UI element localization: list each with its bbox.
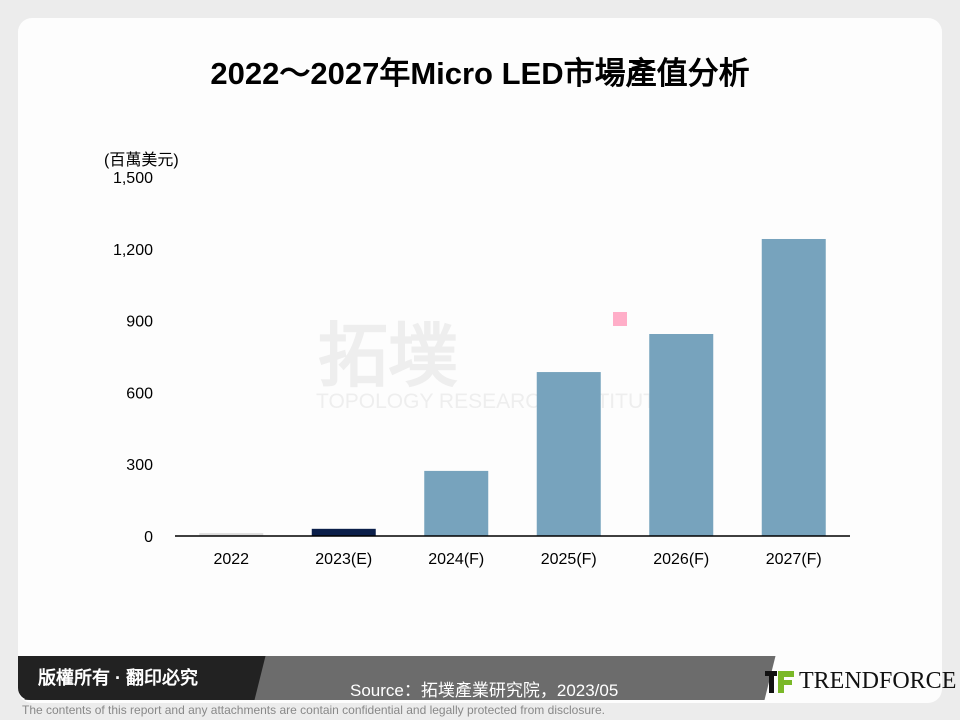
watermark-mark <box>613 312 627 326</box>
y-axis-unit: (百萬美元) <box>104 152 179 169</box>
x-tick-label: 2027(F) <box>766 551 822 568</box>
bar-2025(F) <box>536 372 601 536</box>
watermark-cn: 拓墣 <box>318 317 458 395</box>
x-tick-label: 2026(F) <box>653 551 709 568</box>
x-tick-label: 2024(F) <box>428 551 484 568</box>
trendforce-logo-icon <box>765 670 794 693</box>
copyright-label: 版權所有 · 翻印必究 <box>18 656 243 700</box>
x-tick-label: 2022 <box>213 551 249 568</box>
bar-2024(F) <box>424 470 489 536</box>
bar-2027(F) <box>761 238 826 536</box>
watermark-en: TOPOLOGY RESEARCH INSTITUTE <box>316 390 670 413</box>
y-tick-label: 900 <box>126 314 153 331</box>
y-tick-label: 0 <box>144 529 153 546</box>
y-tick-label: 300 <box>126 457 153 474</box>
y-tick-label: 1,200 <box>113 242 153 259</box>
bar-2023(E) <box>311 528 376 536</box>
bar-2022 <box>199 533 264 536</box>
x-tick-label: 2023(E) <box>315 551 372 568</box>
source-text: Source：拓墣產業研究院，2023/05 <box>350 681 619 700</box>
x-tick-label: 2025(F) <box>541 551 597 568</box>
trendforce-logo: TRENDFORCE <box>765 668 956 695</box>
y-tick-label: 1,500 <box>113 170 153 187</box>
trendforce-logo-text: TRENDFORCE <box>799 668 957 694</box>
disclaimer: The contents of this report and any atta… <box>22 703 605 717</box>
chart-title: 2022～2027年Micro LED市場產值分析 <box>210 56 750 91</box>
y-tick-label: 600 <box>126 385 153 402</box>
bar-2026(F) <box>649 334 714 536</box>
